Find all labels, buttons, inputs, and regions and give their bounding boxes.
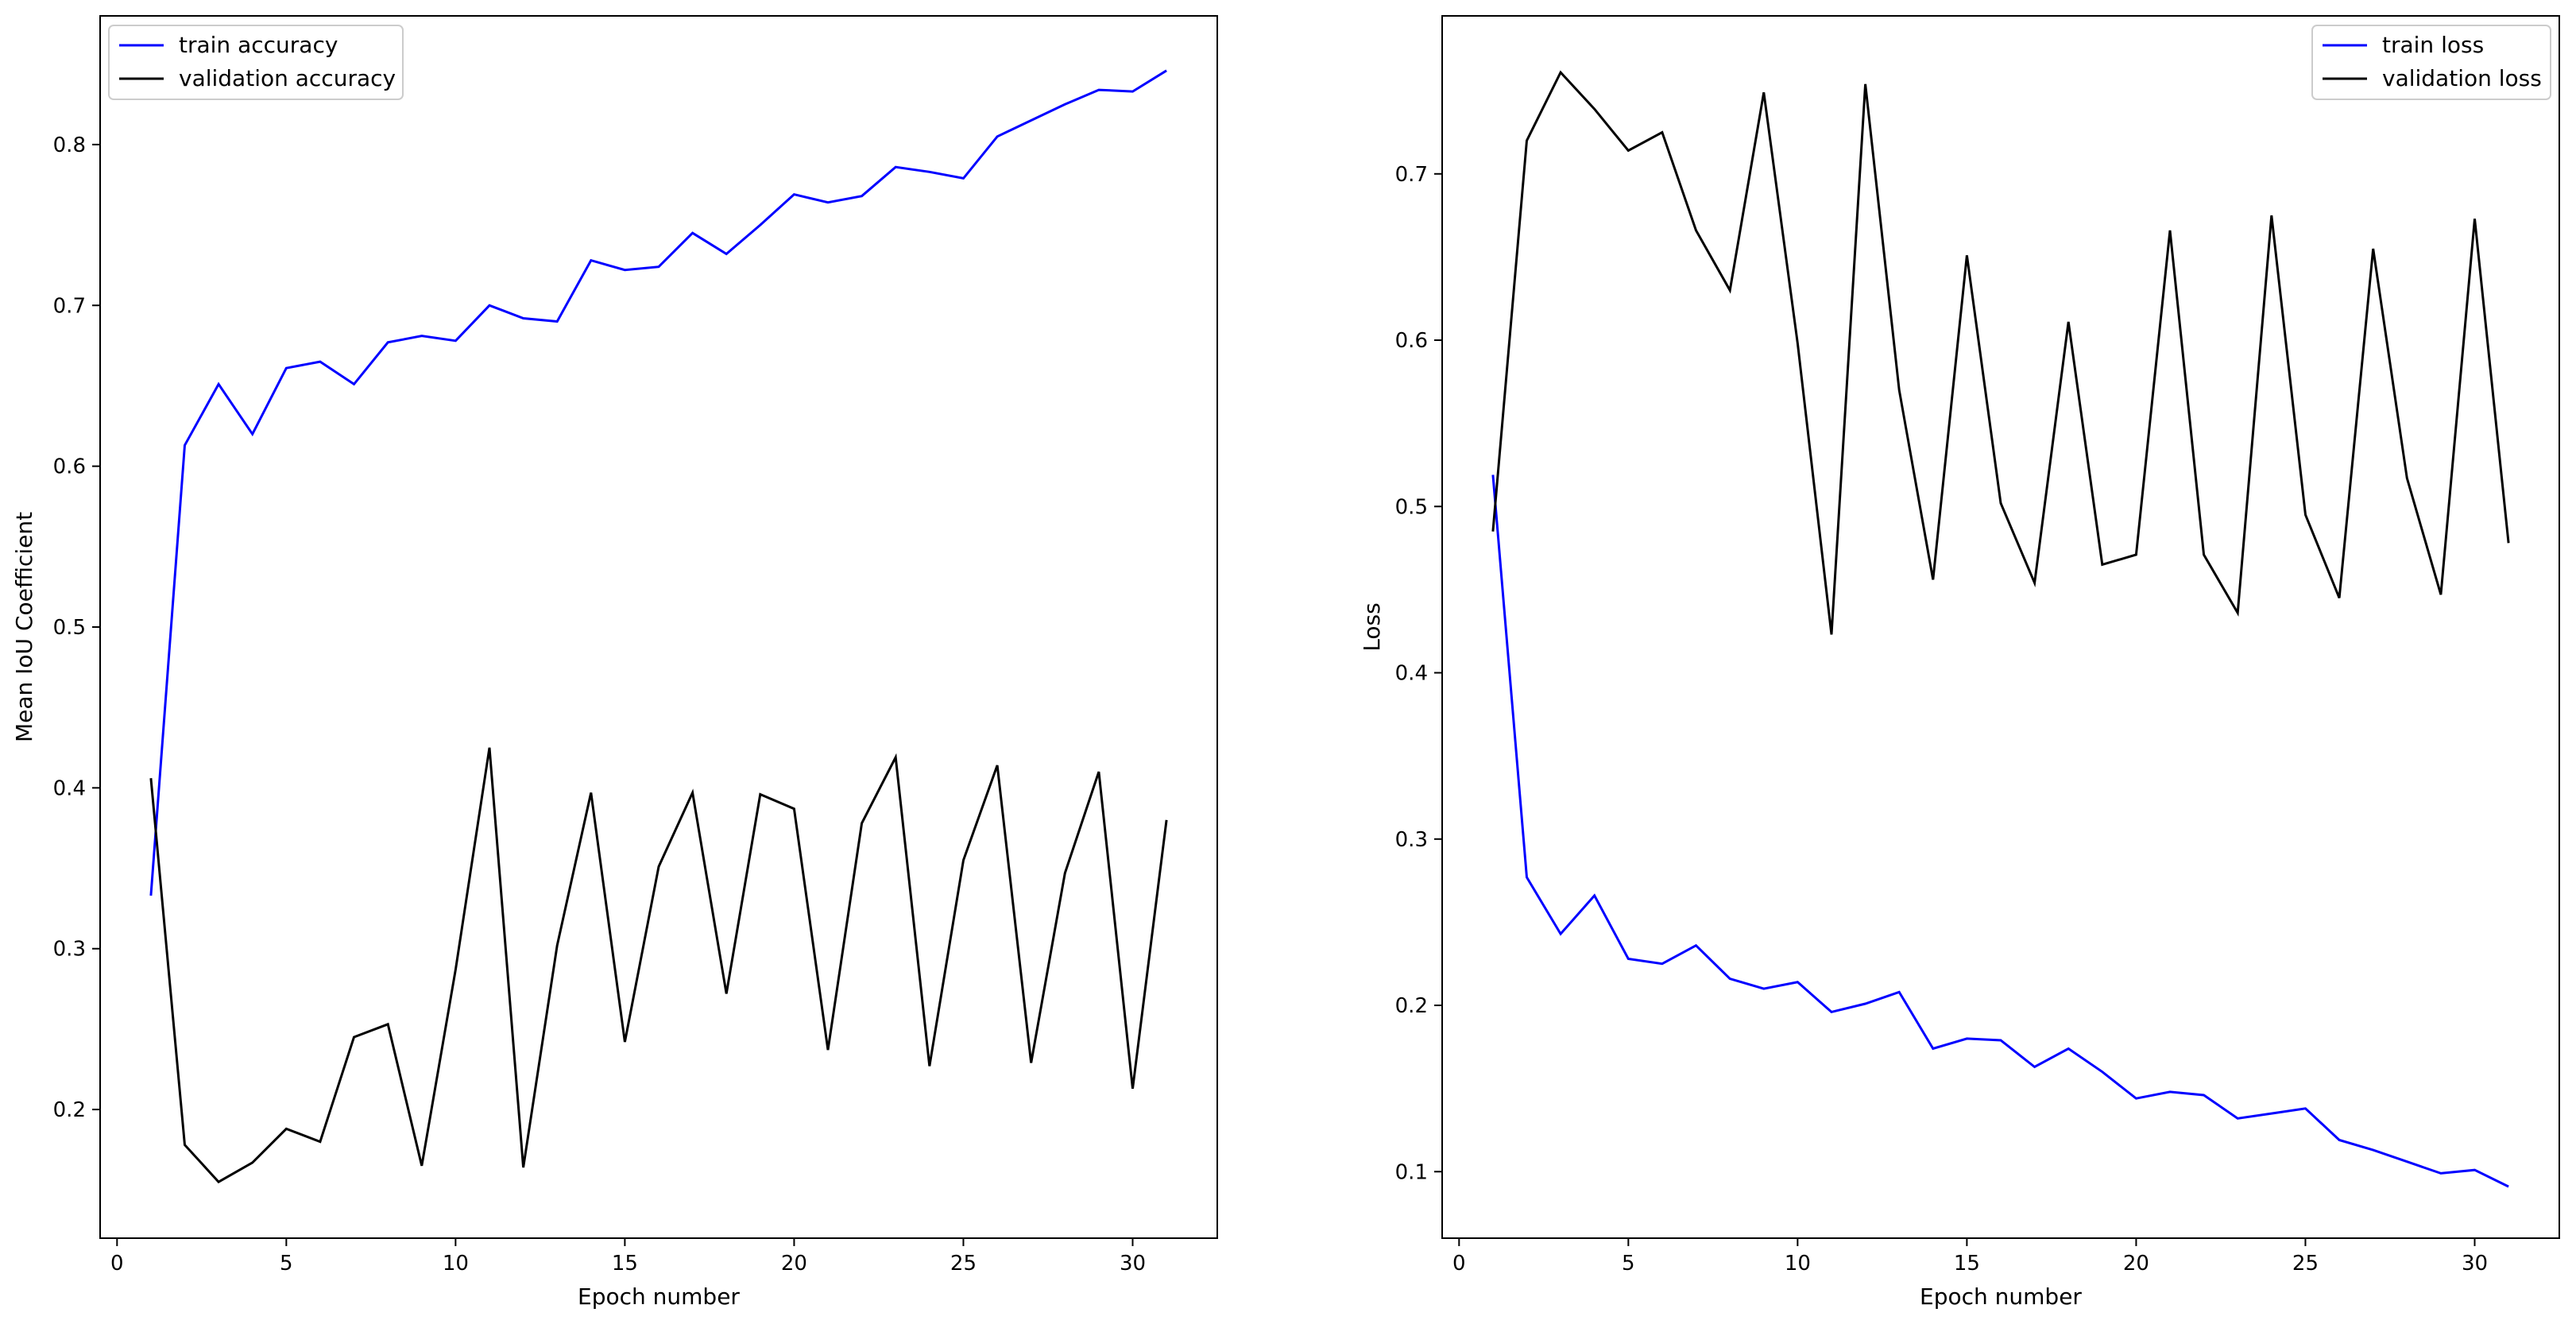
loss-x-tick-label: 30 <box>2462 1252 2488 1276</box>
accuracy-y-axis-label: Mean IoU Coefficient <box>11 512 37 742</box>
accuracy-y-tick-label: 0.7 <box>53 294 86 318</box>
loss-y-tick-label: 0.7 <box>1395 163 1428 187</box>
accuracy-legend-box <box>108 25 404 100</box>
accuracy-ticks: 0 5 10 15 20 25 30 0.2 0.3 0.4 0.5 0.6 0.7 0.8 <box>53 134 1146 1276</box>
loss-x-tick-label: 10 <box>1785 1252 1811 1276</box>
series-line-train-accuracy <box>149 69 1167 896</box>
loss-legend-box <box>2311 25 2551 100</box>
loss-x-tick-label: 15 <box>1954 1252 1980 1276</box>
loss-x-tick-label: 25 <box>2292 1252 2319 1276</box>
accuracy-x-tick-label: 25 <box>950 1252 977 1276</box>
loss-y-tick-label: 0.1 <box>1395 1160 1428 1184</box>
loss-x-tick-label: 20 <box>2123 1252 2149 1276</box>
accuracy-axes-frame <box>99 15 1218 1239</box>
accuracy-x-tick-label: 20 <box>781 1252 807 1276</box>
accuracy-y-tick-label: 0.5 <box>53 616 86 640</box>
accuracy-legend: train accuracy validation accuracy <box>108 25 404 100</box>
accuracy-x-tick-label: 5 <box>280 1252 293 1276</box>
legend-label-train-loss: train loss <box>2382 32 2484 58</box>
accuracy-y-tick-label: 0.6 <box>53 455 86 479</box>
loss-ticks: 0 5 10 15 20 25 30 0.1 0.2 0.3 0.4 0.5 0.6 0.7 <box>1395 163 2488 1276</box>
loss-y-axis-label: Loss <box>1359 602 1385 651</box>
accuracy-x-tick-label: 0 <box>110 1252 124 1276</box>
legend-label-train-accuracy: train accuracy <box>179 32 338 58</box>
accuracy-y-tick-label: 0.4 <box>53 776 86 800</box>
series-line-validation-accuracy <box>149 747 1168 1184</box>
loss-y-tick-label: 0.5 <box>1395 495 1428 519</box>
accuracy-y-tick-label: 0.3 <box>53 938 86 962</box>
loss-lines <box>1491 70 2510 1188</box>
accuracy-lines <box>149 69 1168 1184</box>
series-line-train-loss <box>1491 474 2509 1188</box>
loss-x-tick-label: 0 <box>1452 1252 1466 1276</box>
loss-x-tick-label: 5 <box>1622 1252 1635 1276</box>
accuracy-x-axis-label: Epoch number <box>578 1283 740 1310</box>
loss-axes-frame <box>1441 15 2560 1239</box>
loss-y-tick-label: 0.4 <box>1395 662 1428 686</box>
loss-chart: 0 5 10 15 20 25 30 0.1 0.2 0.3 0.4 0.5 0.6 0.7 Epoch … <box>1359 15 2560 1310</box>
loss-y-tick-label: 0.3 <box>1395 828 1428 852</box>
loss-y-tick-label: 0.2 <box>1395 994 1428 1018</box>
accuracy-x-tick-label: 10 <box>443 1252 469 1276</box>
accuracy-x-tick-label: 30 <box>1120 1252 1146 1276</box>
accuracy-y-tick-label: 0.2 <box>53 1098 86 1122</box>
series-line-validation-loss <box>1491 70 2510 635</box>
loss-y-tick-label: 0.6 <box>1395 329 1428 353</box>
accuracy-y-tick-label: 0.8 <box>53 134 86 157</box>
loss-legend: train loss validation loss <box>2311 25 2551 100</box>
loss-x-axis-label: Epoch number <box>1920 1283 2082 1310</box>
legend-label-validation-accuracy: validation accuracy <box>179 65 396 91</box>
accuracy-chart: 0 5 10 15 20 25 30 0.2 0.3 0.4 0.5 0.6 0.7 0.8 Epoch … <box>11 15 1218 1310</box>
legend-label-validation-loss: validation loss <box>2382 65 2542 91</box>
accuracy-x-tick-label: 15 <box>612 1252 638 1276</box>
